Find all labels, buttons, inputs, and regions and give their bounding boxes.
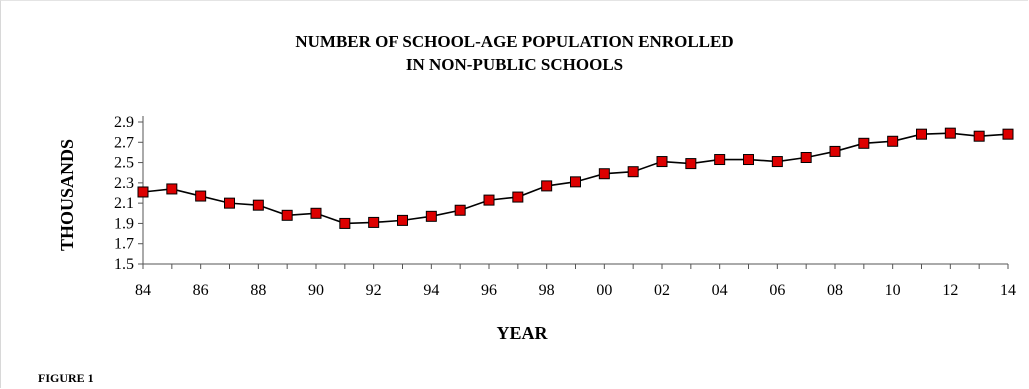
data-point-marker (916, 128, 927, 140)
data-point-marker (339, 217, 351, 229)
x-tick-label: 14 (1000, 282, 1016, 299)
y-axis-label: THOUSANDS (57, 139, 77, 251)
y-tick-label: 1.7 (114, 236, 134, 253)
data-point-marker (800, 152, 812, 163)
y-tick-label: 1.9 (114, 215, 134, 232)
chart-title-line-2: IN NON-PUBLIC SCHOOLS (405, 55, 624, 74)
data-point-marker (627, 166, 639, 178)
y-tick-label: 1.5 (114, 256, 134, 273)
x-tick-label: 00 (596, 282, 612, 299)
data-point-marker (973, 130, 985, 142)
x-tick-label: 12 (942, 282, 958, 299)
data-point-marker (252, 199, 264, 211)
data-point-marker (368, 216, 380, 228)
data-point-marker (858, 137, 870, 149)
y-tick-label: 2.3 (114, 175, 134, 192)
x-axis-label: YEAR (496, 323, 548, 343)
y-tick-label: 2.9 (114, 114, 134, 131)
chart-title-line-1: NUMBER OF SCHOOL-AGE POPULATION ENROLLED (295, 32, 734, 51)
data-point-marker (685, 158, 697, 170)
x-tick-label: 84 (135, 282, 151, 299)
chart-axes (138, 116, 1009, 269)
x-tick-label: 06 (769, 282, 785, 299)
x-tick-label: 86 (193, 282, 209, 299)
data-point-marker (1002, 128, 1014, 140)
x-tick-label: 98 (539, 282, 555, 299)
series-group (137, 127, 1014, 229)
data-point-marker (656, 156, 668, 168)
data-point-marker (195, 190, 207, 202)
data-point-marker (570, 176, 581, 188)
x-tick-label: 90 (308, 282, 324, 299)
x-tick-label: 94 (423, 282, 439, 299)
data-point-marker (281, 209, 293, 221)
x-tick-label: 96 (481, 282, 497, 299)
data-point-marker (598, 168, 610, 180)
figure-caption: FIGURE 1 (38, 371, 94, 385)
data-point-marker (714, 154, 726, 166)
data-point-marker (887, 135, 899, 147)
x-tick-label: 10 (885, 282, 901, 299)
x-tick-label: 92 (366, 282, 382, 299)
x-tick-label: 02 (654, 282, 670, 299)
data-point-marker (224, 197, 235, 209)
data-point-marker (310, 207, 322, 219)
data-point-marker (829, 145, 841, 157)
x-tick-label: 04 (712, 282, 728, 299)
data-point-marker (512, 191, 524, 203)
data-point-marker (397, 214, 408, 226)
data-point-marker (743, 154, 754, 166)
data-point-marker (944, 127, 956, 139)
data-point-marker (541, 180, 553, 192)
data-point-marker (483, 194, 495, 206)
tick-labels: 1.5 1.7 1.9 2.1 2.3 2.5 2.7 2.9 84 86 88 90 92 94 96 98… (114, 114, 1016, 299)
data-point-marker (454, 204, 466, 216)
data-point-marker (771, 156, 783, 168)
chart-title: NUMBER OF SCHOOL-AGE POPULATION ENROLLED… (0, 30, 1029, 76)
data-point-marker (137, 186, 149, 198)
y-tick-label: 2.5 (114, 155, 134, 172)
x-tick-label: 88 (250, 282, 266, 299)
data-point-marker (166, 183, 178, 195)
x-tick-label: 08 (827, 282, 843, 299)
y-tick-label: 2.1 (114, 195, 134, 212)
data-point-marker (425, 210, 437, 222)
y-tick-label: 2.7 (114, 134, 134, 151)
